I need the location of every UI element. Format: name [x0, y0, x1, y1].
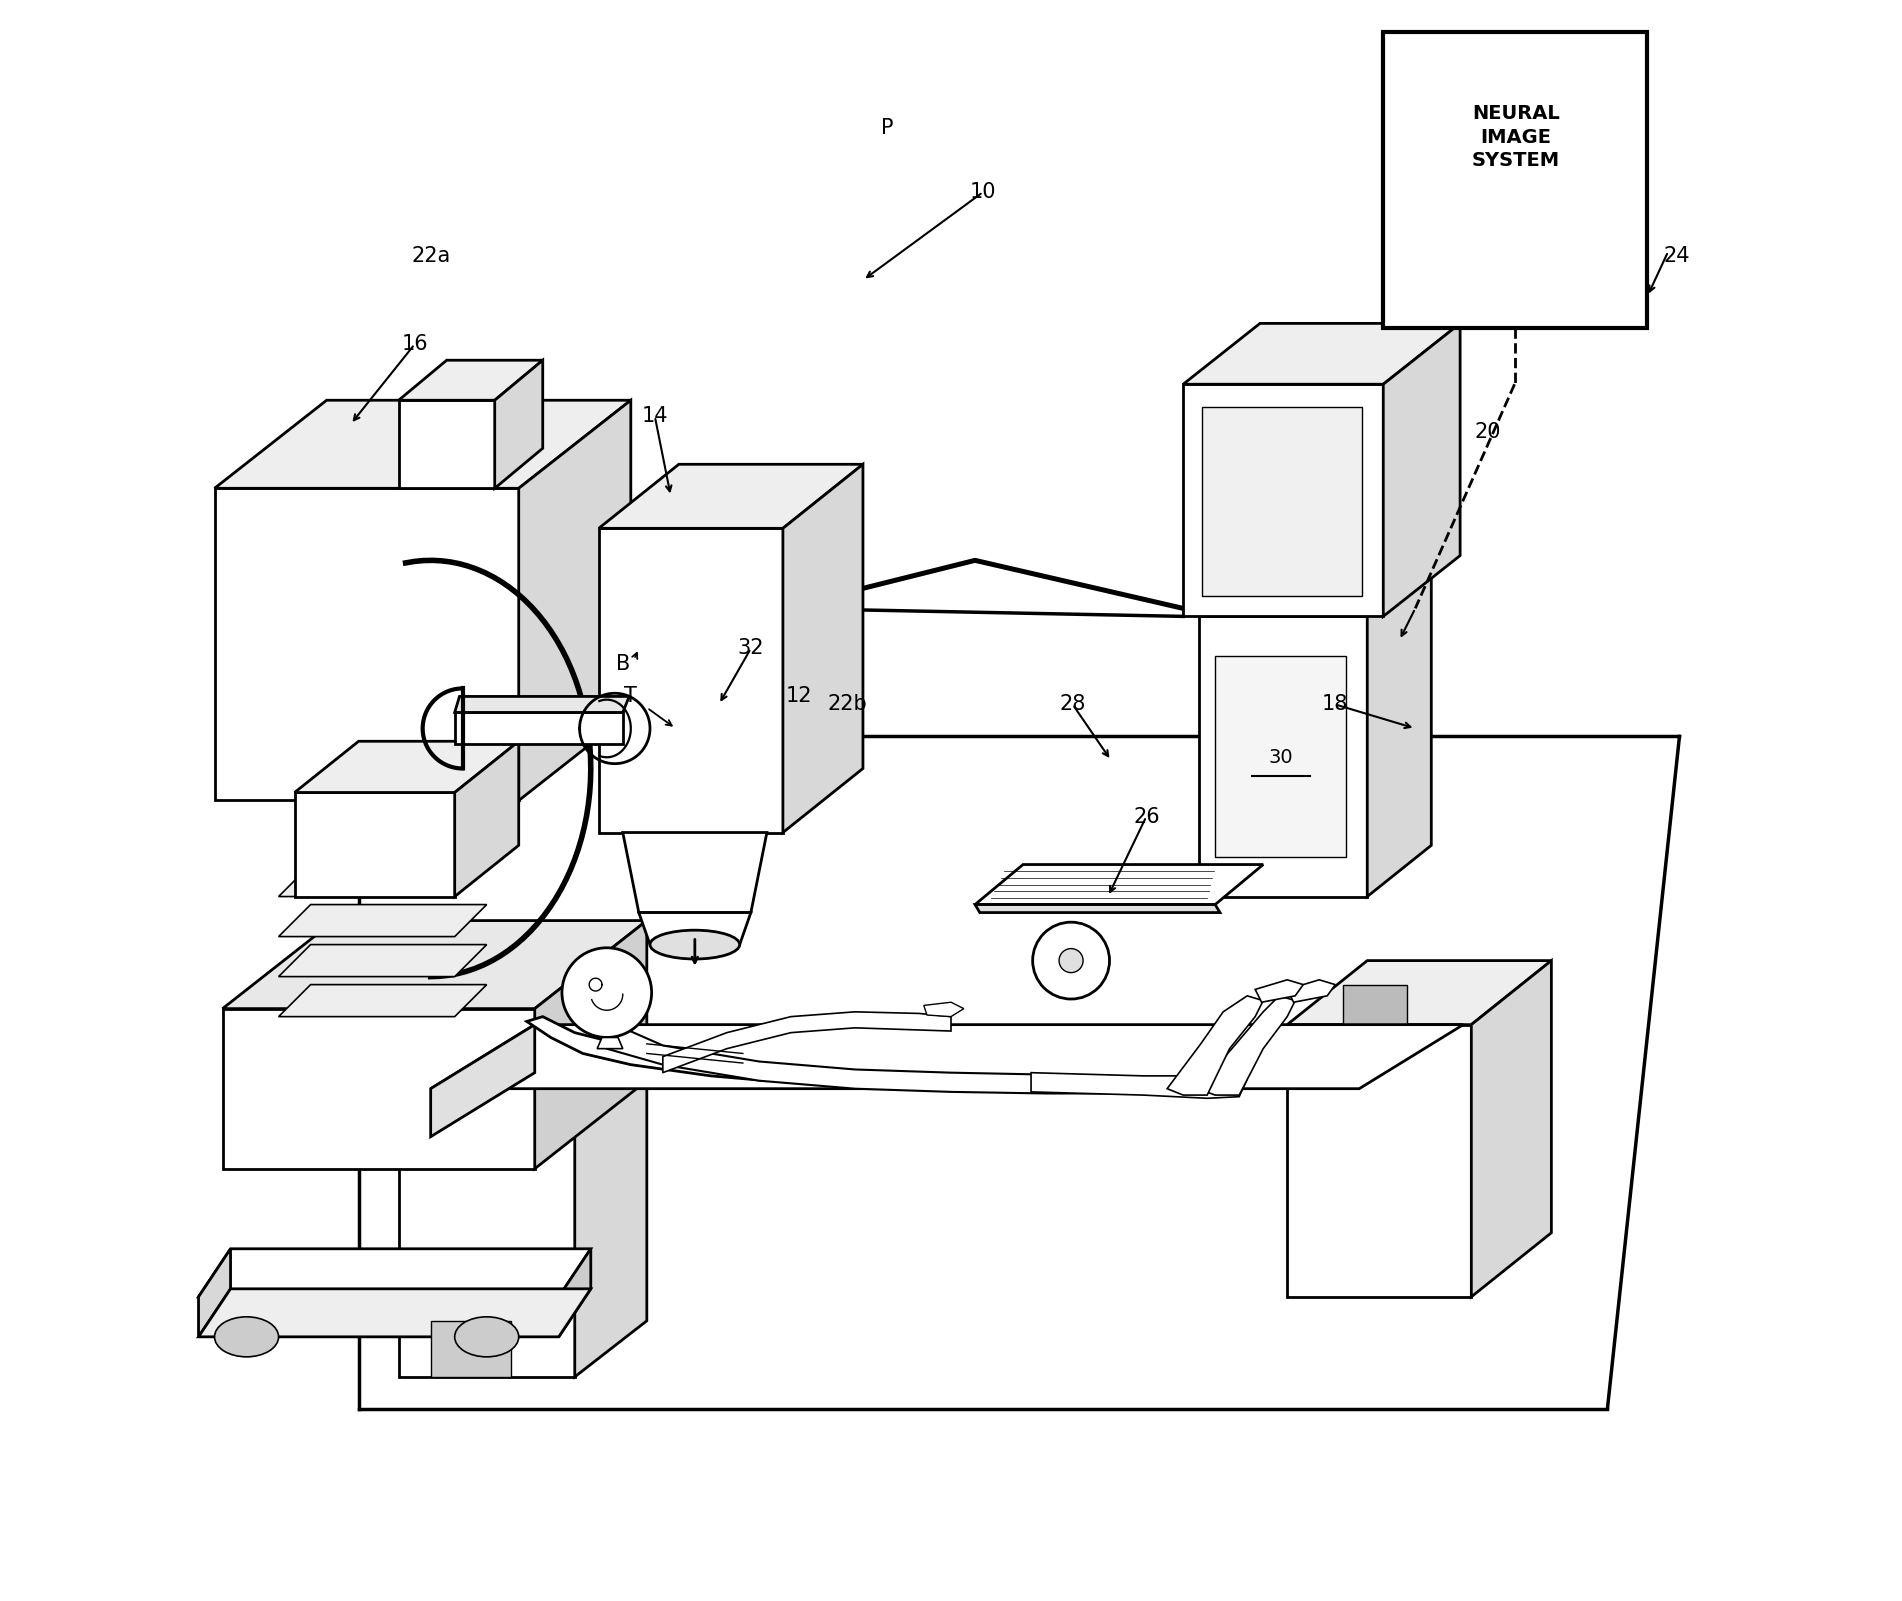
- Polygon shape: [198, 1289, 592, 1337]
- Bar: [1202, 407, 1362, 596]
- Polygon shape: [278, 985, 487, 1017]
- Polygon shape: [430, 1321, 512, 1377]
- Polygon shape: [455, 741, 519, 897]
- Polygon shape: [198, 1249, 592, 1297]
- Text: 14: 14: [641, 407, 668, 426]
- Polygon shape: [1383, 323, 1461, 616]
- Polygon shape: [278, 945, 487, 977]
- Polygon shape: [455, 696, 630, 712]
- Polygon shape: [223, 1009, 534, 1169]
- Polygon shape: [1198, 996, 1295, 1095]
- Polygon shape: [574, 1033, 647, 1377]
- Polygon shape: [278, 865, 487, 897]
- Polygon shape: [1183, 323, 1461, 384]
- Polygon shape: [1288, 1025, 1472, 1297]
- Polygon shape: [599, 464, 864, 528]
- Polygon shape: [215, 488, 519, 800]
- Text: B: B: [616, 655, 630, 674]
- Polygon shape: [599, 528, 784, 833]
- Polygon shape: [1288, 961, 1552, 1025]
- Polygon shape: [639, 913, 751, 945]
- Text: 30: 30: [1269, 748, 1293, 767]
- Polygon shape: [1343, 985, 1407, 1025]
- Bar: [1215, 656, 1347, 857]
- Polygon shape: [1198, 616, 1368, 897]
- Text: 32: 32: [738, 639, 765, 658]
- Ellipse shape: [1033, 922, 1109, 999]
- Polygon shape: [559, 1249, 592, 1337]
- Bar: [1383, 32, 1647, 328]
- Polygon shape: [399, 1033, 647, 1089]
- Polygon shape: [215, 400, 631, 488]
- Polygon shape: [976, 905, 1219, 913]
- Polygon shape: [622, 833, 767, 913]
- Polygon shape: [784, 464, 864, 833]
- Ellipse shape: [1059, 948, 1082, 973]
- Polygon shape: [597, 1037, 622, 1049]
- Polygon shape: [1183, 384, 1383, 616]
- Text: 16: 16: [401, 335, 428, 354]
- Text: P: P: [881, 118, 894, 138]
- Polygon shape: [924, 1002, 964, 1017]
- Polygon shape: [1031, 1073, 1248, 1098]
- Text: 24: 24: [1662, 247, 1689, 266]
- Text: 12: 12: [786, 687, 812, 706]
- Polygon shape: [1368, 565, 1432, 897]
- Polygon shape: [295, 792, 455, 897]
- Text: 10: 10: [970, 183, 997, 202]
- Polygon shape: [223, 921, 647, 1009]
- Circle shape: [561, 948, 652, 1037]
- Polygon shape: [430, 1025, 534, 1137]
- Text: T: T: [624, 687, 637, 706]
- Text: 18: 18: [1322, 695, 1349, 714]
- Polygon shape: [662, 1012, 951, 1073]
- Polygon shape: [519, 400, 631, 800]
- Polygon shape: [399, 360, 542, 400]
- Text: 20: 20: [1474, 423, 1501, 442]
- Text: NEURAL
IMAGE
SYSTEM: NEURAL IMAGE SYSTEM: [1472, 104, 1560, 170]
- Polygon shape: [1198, 565, 1432, 616]
- Ellipse shape: [650, 930, 740, 959]
- Text: 28: 28: [1059, 695, 1086, 714]
- Text: 26: 26: [1134, 807, 1160, 826]
- Text: 22b: 22b: [827, 695, 867, 714]
- Ellipse shape: [215, 1316, 278, 1356]
- Polygon shape: [198, 1249, 230, 1337]
- Polygon shape: [1255, 980, 1303, 1002]
- Polygon shape: [1168, 996, 1263, 1095]
- Polygon shape: [399, 400, 495, 488]
- Polygon shape: [1472, 961, 1552, 1297]
- Polygon shape: [278, 905, 487, 937]
- Polygon shape: [1288, 980, 1335, 1002]
- Polygon shape: [607, 1028, 1111, 1093]
- Polygon shape: [976, 865, 1263, 905]
- Polygon shape: [455, 712, 622, 744]
- Polygon shape: [495, 360, 542, 488]
- Ellipse shape: [455, 1316, 519, 1356]
- Text: 22a: 22a: [411, 247, 451, 266]
- Polygon shape: [430, 1025, 1463, 1089]
- Polygon shape: [534, 921, 647, 1169]
- Polygon shape: [295, 741, 519, 792]
- Polygon shape: [399, 1089, 574, 1377]
- Polygon shape: [527, 1017, 767, 1081]
